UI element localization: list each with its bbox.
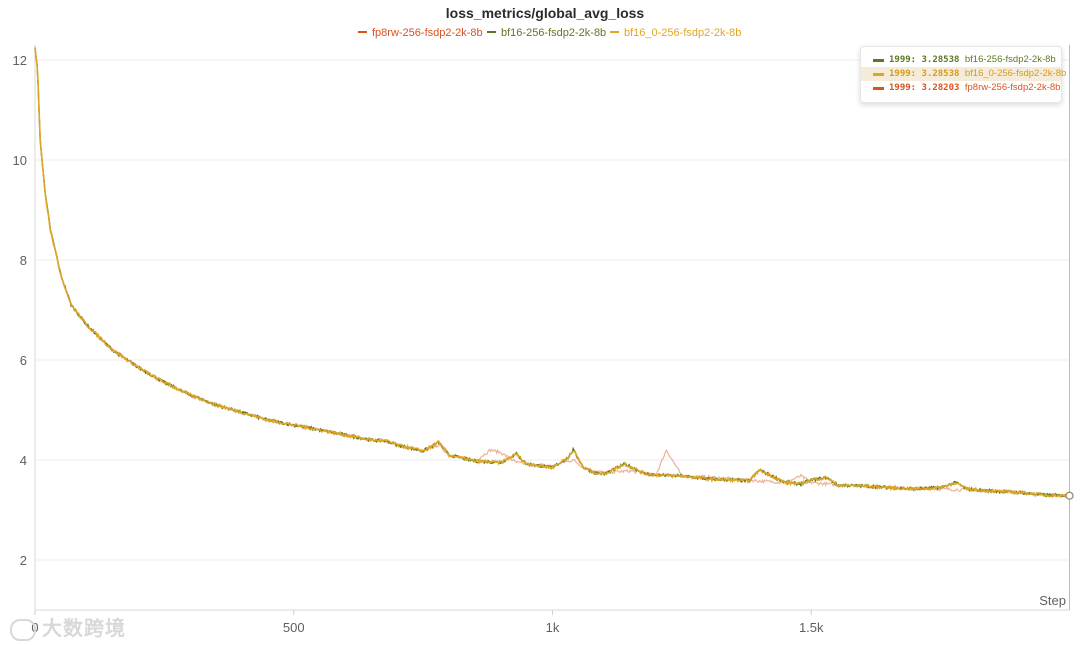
series-line[interactable] xyxy=(34,47,1070,498)
watermark-logo-icon xyxy=(10,618,36,641)
watermark-text: 大数跨境 xyxy=(42,618,126,640)
tooltip-value: 1999: 3.28203 xyxy=(889,83,965,93)
tooltip-value: 1999: 3.28538 xyxy=(889,55,965,65)
tooltip-row: 1999: 3.28538 bf16-256-fsdp2-2k-8b xyxy=(861,53,1061,67)
tooltip-value: 1999: 3.28538 xyxy=(889,69,965,79)
tooltip-row: 1999: 3.28203 fp8rw-256-fsdp2-2k-8b xyxy=(861,81,1061,95)
series-line[interactable] xyxy=(34,47,1070,498)
legend-entry[interactable]: bf16-256-fsdp2-2k-8b xyxy=(501,27,606,39)
y-tick-label: 12 xyxy=(13,53,27,68)
legend: fp8rw-256-fsdp2-2k-8b bf16-256-fsdp2-2k-8… xyxy=(358,27,741,39)
legend-entry[interactable]: bf16_0-256-fsdp2-2k-8b xyxy=(624,27,741,39)
x-axis-label: Step xyxy=(1039,593,1066,608)
hover-tooltip: 1999: 3.28538 bf16-256-fsdp2-2k-8b 1999: … xyxy=(860,46,1066,103)
y-tick-label: 4 xyxy=(20,453,27,468)
tooltip-rows: 1999: 3.28538 bf16-256-fsdp2-2k-8b 1999: … xyxy=(861,53,1066,95)
hover-cursor xyxy=(1065,45,1074,610)
grid: 2 4 6 8 10 12 xyxy=(13,53,1070,568)
tooltip-series-name: bf16-256-fsdp2-2k-8b xyxy=(964,54,1056,65)
tooltip-series-name: bf16_0-256-fsdp2-2k-8b xyxy=(964,68,1067,79)
tooltip-row: 1999: 3.28538 bf16_0-256-fsdp2-2k-8b xyxy=(861,67,1066,81)
legend-entry[interactable]: fp8rw-256-fsdp2-2k-8b xyxy=(372,27,483,39)
tooltip-swatch xyxy=(873,87,884,90)
x-tick-label: 500 xyxy=(283,620,305,635)
tooltip-swatch xyxy=(873,73,884,76)
cursor-point xyxy=(1065,491,1074,500)
tooltip-swatch xyxy=(873,59,884,62)
y-tick-label: 8 xyxy=(20,253,27,268)
y-tick-label: 6 xyxy=(20,353,27,368)
chart-title: loss_metrics/global_avg_loss xyxy=(446,5,645,21)
watermark: 大数跨境 xyxy=(10,612,126,641)
axes: 0 500 1k 1.5k xyxy=(31,45,1070,635)
series-line[interactable] xyxy=(34,47,1070,499)
series-layer[interactable] xyxy=(34,47,1070,499)
x-tick-label: 1k xyxy=(546,620,560,635)
y-tick-label: 10 xyxy=(13,153,27,168)
x-tick-label: 1.5k xyxy=(799,620,824,635)
y-tick-label: 2 xyxy=(20,553,27,568)
tooltip-series-name: fp8rw-256-fsdp2-2k-8b xyxy=(964,82,1061,93)
